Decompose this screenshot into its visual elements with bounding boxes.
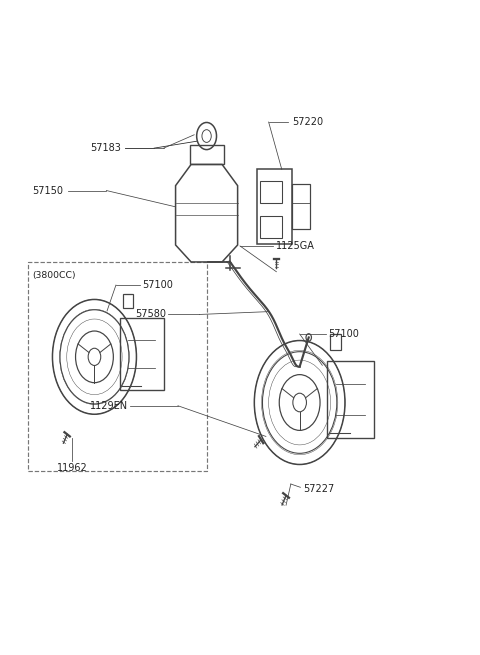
Text: 57227: 57227 <box>303 484 334 495</box>
Text: 57150: 57150 <box>33 185 63 196</box>
Text: 57100: 57100 <box>328 329 359 339</box>
Text: 57183: 57183 <box>90 143 120 153</box>
Text: 57220: 57220 <box>292 117 324 127</box>
Text: 57580: 57580 <box>135 309 166 320</box>
Bar <box>260 216 282 238</box>
Text: (3800CC): (3800CC) <box>33 271 76 280</box>
Bar <box>123 293 133 308</box>
Text: 11962: 11962 <box>57 462 87 473</box>
Bar <box>28 262 206 471</box>
Bar <box>327 361 374 438</box>
Bar <box>292 184 311 229</box>
Bar <box>257 170 292 244</box>
Bar <box>260 181 282 203</box>
Bar <box>331 334 341 350</box>
Bar <box>190 145 224 164</box>
Text: 1129EN: 1129EN <box>90 401 128 411</box>
Text: 1125GA: 1125GA <box>276 241 315 251</box>
Bar <box>120 318 164 390</box>
Text: 57100: 57100 <box>142 280 173 290</box>
